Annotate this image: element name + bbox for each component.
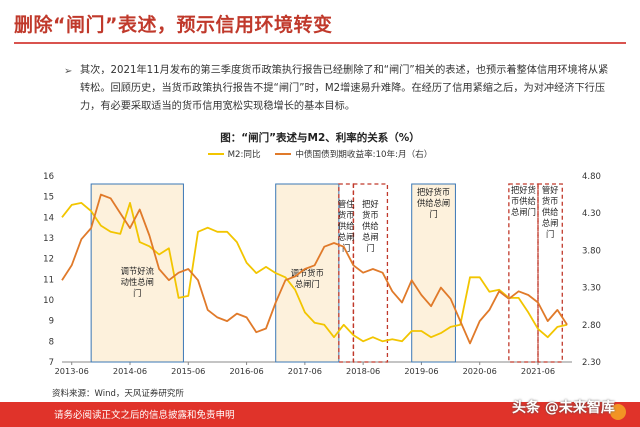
x-tick-label: 2021-06 [521,366,555,376]
period-box [411,183,456,363]
period-label: 把好货币供给总闸门 [511,185,536,217]
source-note: 资料来源：Wind，天风证券研究所 [52,389,184,399]
body-paragraph: 其次，2021年11月发布的第三季度货币政策执行报告已经删除了和“闸门”相关的表… [80,65,609,112]
y-left-tick-label: 11 [43,275,54,285]
y-left-tick-label: 8 [49,337,54,347]
y-left-tick-label: 10 [43,296,54,306]
period-label: 把好货币供给总闸门 [362,199,379,253]
y-right-tick-label: 3.80 [582,246,601,256]
legend-swatch-yield [275,153,292,155]
series-line-yield [61,193,568,345]
period-label: 调节货币总闸门 [291,268,324,289]
footer-disclaimer: 请务必阅读正文之后的信息披露和免责申明 [54,410,235,421]
x-tick-label: 2016-06 [229,366,263,376]
y-right-tick-label: 2.30 [582,358,601,368]
y-left-tick-label: 12 [43,255,54,265]
x-tick-label: 2020-06 [463,366,497,376]
chart-svg: 7 8 9 10 11 12 13 14 15 16 2.30 2.80 3.30 3.80 4.30 4.8… [43,172,601,376]
period-box [537,183,563,363]
legend-item-m2: M2:同比 [207,148,261,160]
y-right-tick-label: 3.30 [582,284,601,294]
x-tick-label: 2017-06 [288,366,322,376]
period-label: 调节好流动性总闸门 [121,266,154,298]
logo-icon [610,404,626,420]
period-box [508,183,539,363]
y-left-tick-label: 7 [49,358,54,368]
y-left-tick-label: 15 [43,193,54,203]
y-right-tick-label: 2.80 [582,321,601,331]
y-right-tick-label: 4.30 [582,209,601,219]
bullet-arrow-icon: ➢ [64,66,73,77]
x-tick-label: 2015-06 [171,366,205,376]
x-tick-label: 2019-06 [404,366,438,376]
x-tick-label: 2014-06 [113,366,147,376]
y-left-tick-label: 16 [43,172,54,182]
title-divider [14,42,626,44]
watermark: 头条 @未来智库 [512,400,615,416]
legend-label-yield: 中债国债到期收益率:10年:月（右） [295,150,433,160]
period-box [352,183,389,363]
y-left-tick-label: 9 [49,317,54,327]
period-box [275,183,340,363]
period-label: 管好货币供给总闸门 [542,185,559,239]
x-tick-label: 2018-06 [346,366,380,376]
period-box [338,183,355,363]
legend-label-m2: M2:同比 [227,150,261,160]
y-left-tick-label: 14 [43,213,54,223]
period-label: 管住货币供给总闸门 [338,199,355,253]
chart-title: 图：“闸门”表述与M2、利率的关系（%） [220,132,420,144]
period-label: 把好货币供给总闸门 [417,187,450,219]
series-line-m2 [61,202,568,343]
y-left-tick-label: 13 [43,234,54,244]
footer-bar [0,402,640,427]
legend-item-yield: 中债国债到期收益率:10年:月（右） [275,148,432,160]
x-tick-label: 2013-06 [55,366,89,376]
chart-legend: M2:同比 中债国债到期收益率:10年:月（右） [0,148,640,160]
y-right-tick-label: 4.80 [582,172,601,182]
legend-swatch-m2 [207,153,224,155]
page-title: 删除“闸门”表述，预示信用环境转变 [14,14,333,36]
